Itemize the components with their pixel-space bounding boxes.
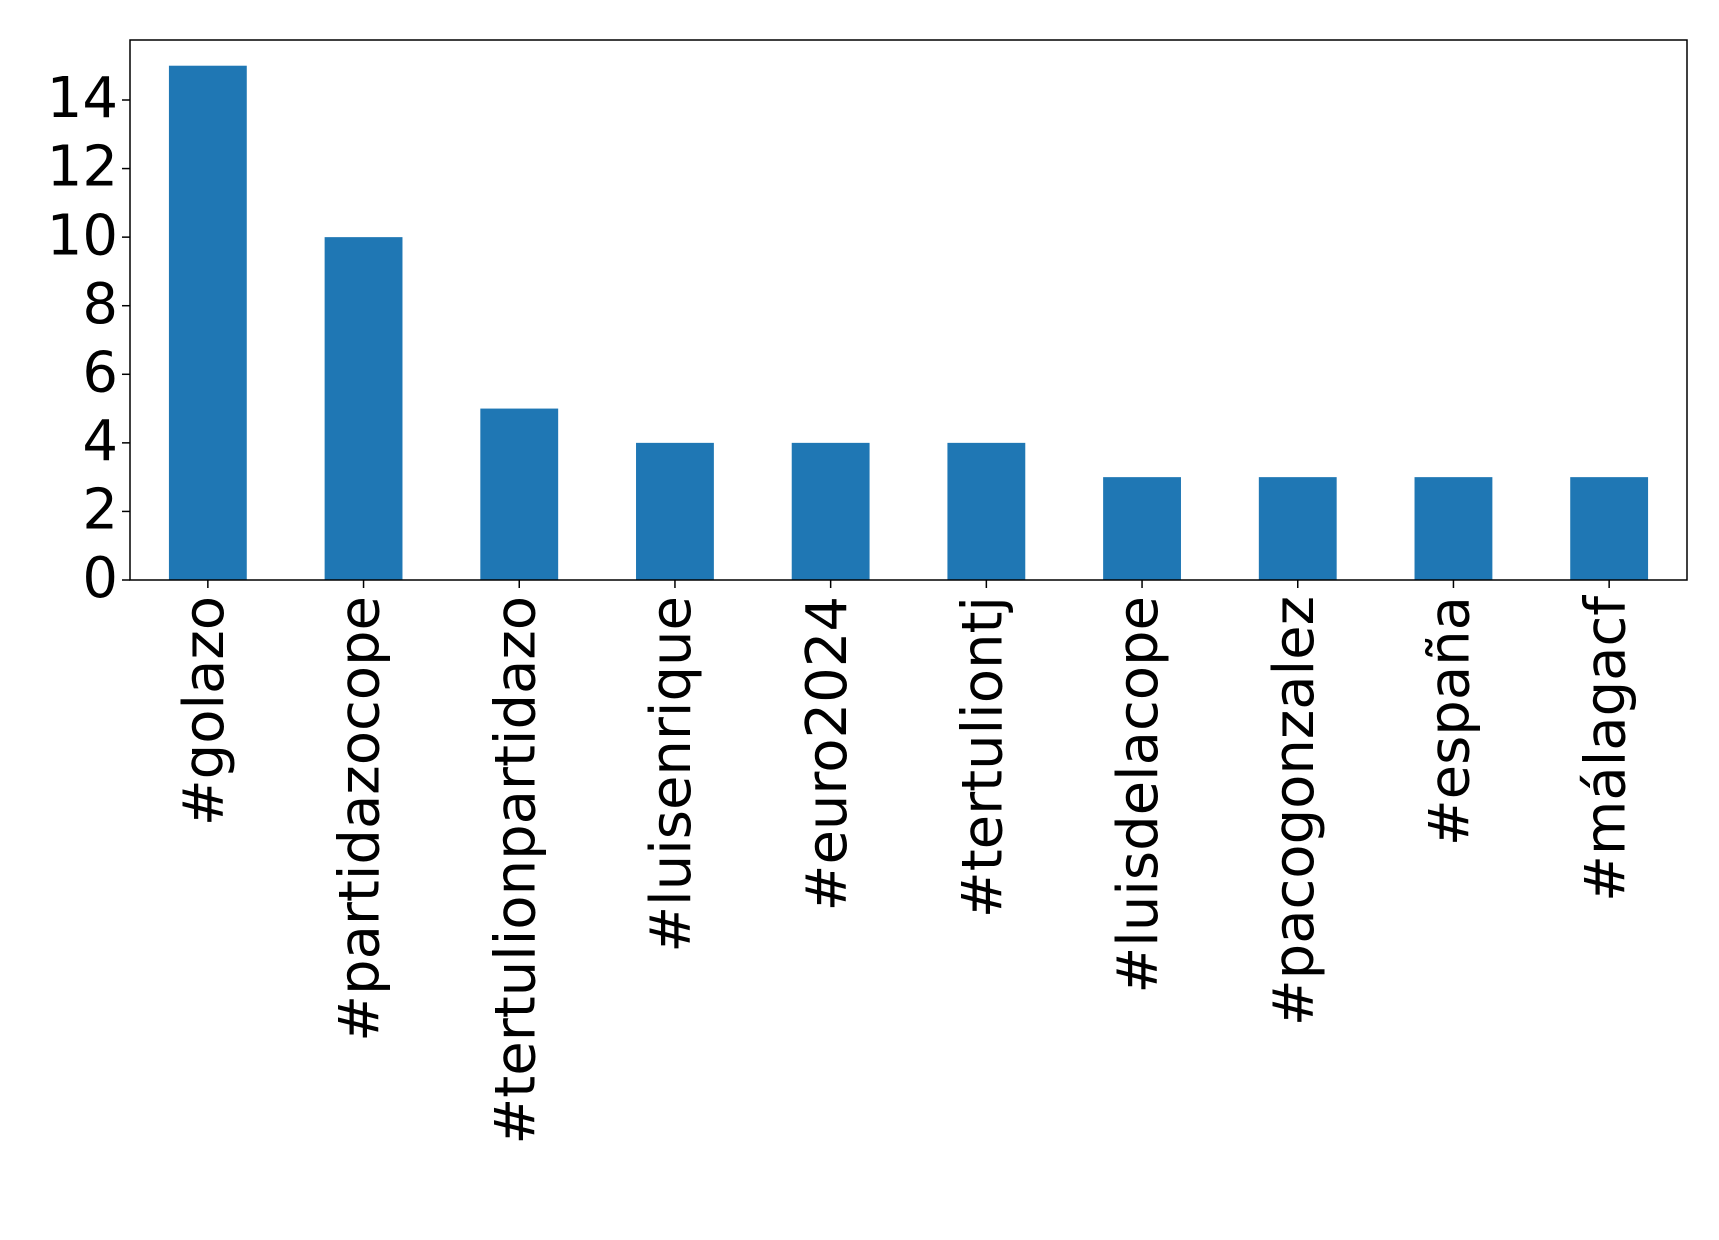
bar xyxy=(947,442,1026,580)
bar xyxy=(1414,477,1493,580)
y-tick-label: 10 xyxy=(47,203,118,268)
bar xyxy=(1103,477,1181,580)
x-tick-label: #málagacf xyxy=(1573,595,1638,902)
y-tick-label: 2 xyxy=(82,478,118,543)
bar xyxy=(168,65,247,580)
x-tick-label: #españa xyxy=(1418,596,1483,846)
bar xyxy=(480,408,559,580)
y-tick-label: 0 xyxy=(82,546,118,611)
x-tick-label: #luisenrique xyxy=(639,596,704,953)
y-tick-label: 4 xyxy=(82,409,118,474)
x-tick-label: #euro2024 xyxy=(795,596,860,911)
x-tick-label: #pacogonzalez xyxy=(1262,596,1327,1026)
y-tick-label: 12 xyxy=(47,135,118,200)
x-tick-label: #partidazocope xyxy=(328,596,393,1042)
bar xyxy=(791,442,870,580)
x-tick-label: #tertulionpartidazo xyxy=(483,596,548,1145)
y-tick-label: 8 xyxy=(82,272,118,337)
plot-frame xyxy=(129,39,1688,581)
bar xyxy=(324,237,403,580)
x-tick-label: #golazo xyxy=(172,596,237,826)
x-tick-label: #luisdelacope xyxy=(1106,596,1171,994)
bar xyxy=(636,442,714,580)
x-tick-label: #tertuliontj xyxy=(950,596,1015,918)
bar xyxy=(1258,477,1337,580)
y-tick-label: 6 xyxy=(82,340,118,405)
bar xyxy=(1570,477,1649,580)
y-tick-label: 14 xyxy=(47,66,118,131)
